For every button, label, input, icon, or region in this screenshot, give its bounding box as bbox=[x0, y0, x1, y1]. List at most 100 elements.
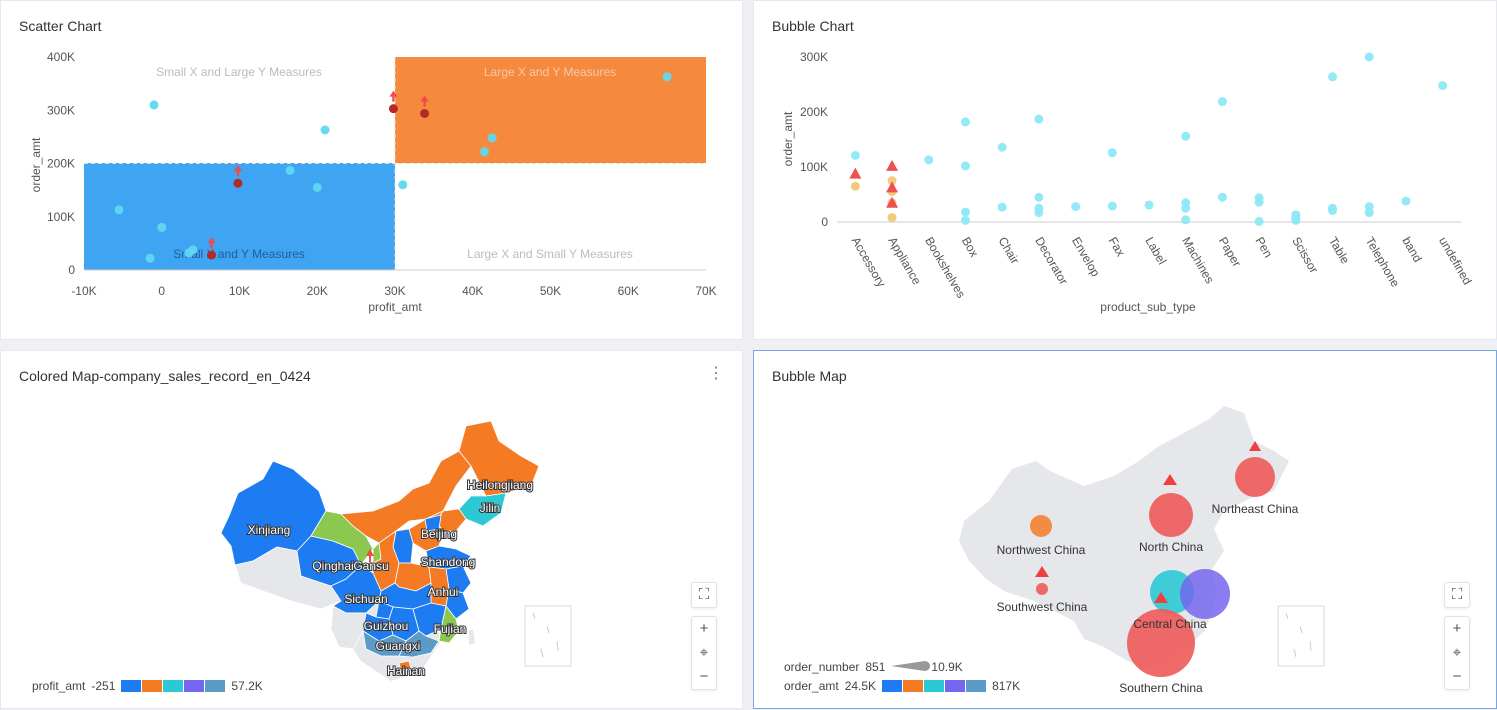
scatter-point[interactable] bbox=[145, 253, 155, 263]
legend-swatch-2[interactable] bbox=[903, 680, 924, 692]
arrow-up-icon bbox=[233, 165, 242, 177]
province-yunnan[interactable] bbox=[330, 605, 367, 650]
bubble-point[interactable] bbox=[1181, 131, 1191, 141]
bubble-point[interactable] bbox=[1034, 114, 1044, 124]
bubble-point[interactable] bbox=[997, 202, 1007, 212]
bubble-point[interactable] bbox=[960, 215, 970, 225]
scatter-highlight-point[interactable] bbox=[420, 108, 430, 118]
bubble-point[interactable] bbox=[1328, 205, 1338, 215]
bubble-point[interactable] bbox=[960, 161, 970, 171]
china-bubble-map[interactable]: Northeast China North China Northwest Ch… bbox=[754, 351, 1497, 710]
bubble-point[interactable] bbox=[1328, 72, 1338, 82]
bubble-point[interactable] bbox=[924, 155, 934, 165]
zoom-in-button[interactable]: + bbox=[699, 620, 709, 637]
warning-triangle-icon bbox=[886, 181, 899, 193]
legend-swatch-3[interactable] bbox=[924, 680, 945, 692]
scatter-point[interactable] bbox=[320, 125, 330, 135]
bubble-highlight-point[interactable] bbox=[887, 213, 897, 223]
scatter-point[interactable] bbox=[149, 100, 159, 110]
bubble-point[interactable] bbox=[1181, 203, 1191, 213]
scatter-point[interactable] bbox=[398, 180, 408, 190]
bubble-point[interactable] bbox=[960, 207, 970, 217]
scatter-x-tick: 40K bbox=[462, 284, 483, 298]
bubble-point[interactable] bbox=[1401, 196, 1411, 206]
bubble-point[interactable] bbox=[1217, 192, 1227, 202]
bubble-east-china[interactable] bbox=[1180, 569, 1230, 619]
zoom-out-button[interactable]: − bbox=[699, 668, 709, 685]
bubble-point[interactable] bbox=[1291, 215, 1301, 225]
bubble-point[interactable] bbox=[1034, 192, 1044, 202]
bubble-xlabel: product_sub_type bbox=[1100, 300, 1196, 314]
province-ningxia[interactable] bbox=[372, 542, 382, 564]
scatter-highlight-point[interactable] bbox=[233, 178, 243, 188]
legend-swatch-1[interactable] bbox=[882, 680, 903, 692]
bubble-southwest-china[interactable] bbox=[1036, 583, 1048, 595]
scatter-y-tick: 300K bbox=[47, 103, 75, 117]
province-guangdong[interactable] bbox=[398, 630, 440, 658]
bubble-highlight-point[interactable] bbox=[887, 176, 897, 186]
province-inner-mongolia[interactable] bbox=[340, 450, 472, 544]
more-options-icon[interactable]: ⋮ bbox=[708, 365, 724, 382]
scatter-point[interactable] bbox=[157, 222, 167, 232]
bubble-point[interactable] bbox=[1364, 52, 1374, 62]
scatter-point[interactable] bbox=[312, 182, 322, 192]
bubble-point[interactable] bbox=[1071, 202, 1081, 212]
legend-swatch-2[interactable] bbox=[142, 680, 163, 692]
china-colored-map[interactable]: Xinjiang Heilongjiang Jilin Beijing Qing… bbox=[1, 351, 744, 710]
locate-button[interactable]: ⌖ bbox=[1452, 644, 1462, 661]
locate-button[interactable]: ⌖ bbox=[699, 644, 709, 661]
province-heilongjiang[interactable] bbox=[458, 420, 540, 497]
scatter-point[interactable] bbox=[662, 72, 672, 82]
bubble-point[interactable] bbox=[1364, 208, 1374, 218]
scatter-point[interactable] bbox=[479, 147, 489, 157]
scatter-point[interactable] bbox=[487, 133, 497, 143]
bubble-north-china[interactable] bbox=[1149, 493, 1193, 537]
bubble-point[interactable] bbox=[1181, 215, 1191, 225]
bubble-point[interactable] bbox=[1107, 148, 1117, 158]
bubble-point[interactable] bbox=[1254, 197, 1264, 207]
scatter-point[interactable] bbox=[285, 165, 295, 175]
legend-swatch-4[interactable] bbox=[184, 680, 205, 692]
scatter-point[interactable] bbox=[114, 205, 124, 215]
bubble-chart[interactable]: 0100K200K300KAccessoryApplianceBookshelv… bbox=[754, 1, 1497, 341]
fullscreen-control[interactable]: ⛶ bbox=[691, 582, 717, 608]
province-hainan[interactable] bbox=[398, 660, 412, 672]
bubble-point[interactable] bbox=[1217, 97, 1227, 107]
bubble-highlight-point[interactable] bbox=[850, 181, 860, 191]
bubble-x-tick: Envelop bbox=[1069, 235, 1103, 280]
bubble-northeast-china[interactable] bbox=[1235, 457, 1275, 497]
warning-triangle-icon bbox=[1249, 441, 1261, 451]
quadrant-label-bottom-left: Small X and Y Measures bbox=[173, 247, 305, 261]
legend-swatch-1[interactable] bbox=[121, 680, 142, 692]
bubble-point[interactable] bbox=[850, 150, 860, 160]
bubble-point[interactable] bbox=[1254, 216, 1264, 226]
bubble-x-tick: Scissor bbox=[1289, 235, 1321, 276]
zoom-in-button[interactable]: + bbox=[1452, 620, 1462, 637]
bubble-point[interactable] bbox=[997, 142, 1007, 152]
fullscreen-icon[interactable]: ⛶ bbox=[1451, 586, 1463, 603]
scatter-chart[interactable]: Small X and Large Y Measures Large X and… bbox=[1, 1, 744, 341]
bubble-point[interactable] bbox=[1438, 81, 1448, 91]
bubble-point[interactable] bbox=[960, 117, 970, 127]
bubble-point[interactable] bbox=[1034, 208, 1044, 218]
scatter-point[interactable] bbox=[184, 248, 194, 258]
bubble-point[interactable] bbox=[1144, 200, 1154, 210]
bubble-point[interactable] bbox=[1107, 201, 1117, 211]
scatter-highlight-point[interactable] bbox=[207, 250, 217, 260]
fullscreen-control[interactable]: ⛶ bbox=[1444, 582, 1470, 608]
fullscreen-icon[interactable]: ⛶ bbox=[698, 586, 710, 603]
label-fujian: Fujian bbox=[434, 622, 467, 636]
province-gansu[interactable] bbox=[310, 510, 374, 566]
bubble-x-tick: Table bbox=[1326, 235, 1353, 267]
province-beijing[interactable] bbox=[424, 514, 442, 532]
scatter-highlight-point[interactable] bbox=[388, 104, 398, 114]
legend-swatch-5[interactable] bbox=[205, 680, 226, 692]
zoom-out-button[interactable]: − bbox=[1452, 668, 1462, 685]
legend-swatch-5[interactable] bbox=[966, 680, 987, 692]
legend-swatch-3[interactable] bbox=[163, 680, 184, 692]
province-zhejiang[interactable] bbox=[445, 588, 470, 620]
legend-swatch-4[interactable] bbox=[945, 680, 966, 692]
bubble-northwest-china[interactable] bbox=[1030, 515, 1052, 537]
label-shandong: Shandong bbox=[421, 555, 476, 569]
bubble-southern-china[interactable] bbox=[1127, 609, 1195, 677]
